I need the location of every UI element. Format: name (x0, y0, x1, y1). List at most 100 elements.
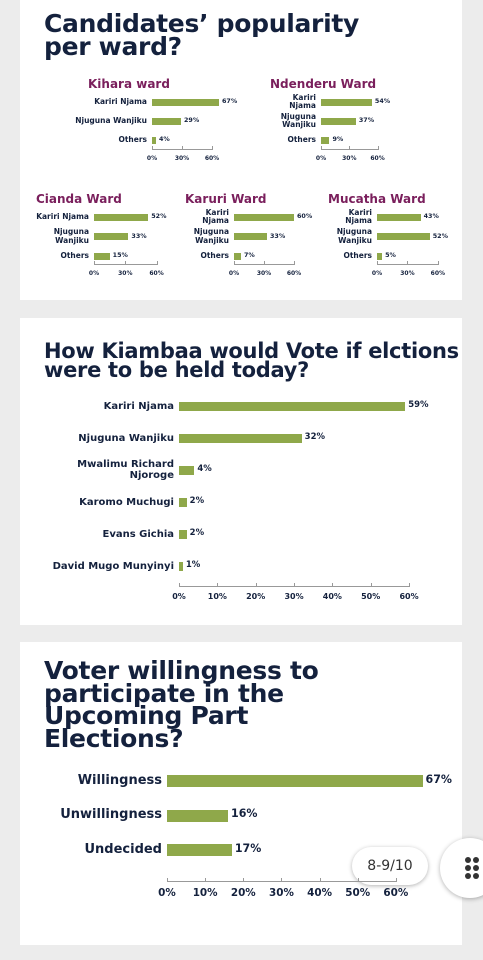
category-label: Unwillingness (60, 807, 162, 823)
bar (167, 809, 229, 822)
x-tick-label: 60% (149, 270, 164, 277)
category-label: Kariri Njama (202, 207, 229, 225)
value-label: 5% (385, 251, 396, 260)
value-label: 2% (189, 527, 205, 538)
tick-mark (212, 146, 213, 150)
bar (94, 233, 129, 240)
value-label: 54% (374, 97, 391, 106)
tick-mark (370, 583, 372, 587)
x-tick-label: 30% (256, 270, 272, 277)
bar (167, 775, 423, 787)
value-label: 59% (408, 399, 429, 410)
tick-mark (409, 583, 411, 587)
value-label: 29% (184, 116, 200, 125)
bar (179, 433, 302, 443)
x-tick-label: 40% (322, 592, 342, 601)
category-label: Others (287, 134, 316, 144)
tick-mark (205, 878, 207, 882)
x-tick-label: 60% (286, 270, 302, 277)
category-label: Others (118, 134, 147, 144)
x-tick-label: 50% (361, 592, 381, 601)
x-tick-label: 30% (400, 270, 415, 277)
chart-title: How Kiambaa would Vote if elctions were … (44, 339, 459, 382)
tick-mark (182, 146, 183, 150)
value-label: 52% (151, 212, 167, 221)
category-label: Undecided (84, 841, 162, 857)
bar (179, 529, 187, 539)
x-tick-label: 10% (207, 592, 227, 601)
chart-title: Kihara ward (88, 77, 170, 91)
x-tick-label: 50% (345, 887, 371, 899)
category-label: Njuguna Wanjiku (280, 111, 316, 129)
x-tick-label: 20% (246, 592, 266, 601)
chart-title: Karuri Ward (185, 192, 267, 206)
value-label: 32% (304, 431, 326, 442)
category-label: Willingness (77, 772, 162, 788)
menu-button[interactable] (440, 838, 483, 898)
category-label: Others (60, 250, 89, 260)
value-label: 1% (185, 559, 201, 570)
x-tick-label: 60% (430, 270, 446, 277)
x-tick-label: 40% (307, 887, 332, 899)
tick-mark (377, 146, 379, 150)
tick-mark (332, 583, 334, 587)
tick-mark (243, 878, 245, 882)
bar (321, 117, 356, 125)
x-tick-label: 30% (174, 155, 190, 162)
bar (234, 252, 241, 260)
chart-title: Ndenderu Ward (270, 77, 377, 91)
tick-mark (357, 878, 359, 882)
bar (152, 136, 156, 144)
category-label: Njuguna Wanjiku (336, 227, 372, 245)
card (20, 0, 462, 300)
x-tick-label: 0% (146, 155, 158, 162)
bar (152, 98, 219, 106)
heading: Candidates’ popularity per ward? (44, 9, 359, 61)
tick-mark (255, 583, 257, 587)
value-label: 17% (234, 841, 262, 855)
tick-mark (294, 583, 296, 587)
chart-title: Mucatha Ward (328, 192, 426, 206)
x-tick-label: 60% (383, 887, 409, 899)
x-tick-label: 0% (371, 270, 383, 277)
x-tick-label: 60% (399, 592, 419, 601)
tick-mark (319, 878, 321, 882)
x-tick-label: 0% (158, 887, 176, 899)
bar (234, 233, 267, 240)
category-label: Others (200, 250, 229, 260)
tick-mark (264, 261, 265, 265)
page-indicator[interactable]: 8-9/10 (352, 847, 428, 885)
bar (167, 844, 232, 856)
bar (234, 213, 294, 221)
category-label: Others (343, 250, 372, 260)
x-tick-label: 0% (172, 592, 186, 601)
x-tick-label: 30% (284, 592, 304, 601)
category-label: Kariri Njama (103, 400, 174, 412)
x-tick-label: 0% (228, 270, 240, 277)
tick-mark (125, 261, 127, 265)
value-label: 67% (425, 772, 452, 786)
x-tick-label: 0% (88, 270, 100, 277)
category-label: Kariri Njama (289, 92, 316, 110)
card (20, 642, 462, 945)
chart-title: Cianda Ward (36, 192, 122, 206)
chart-title: Voter willingness to participate in the … (44, 656, 319, 753)
tick-mark (407, 261, 409, 265)
bar (179, 497, 187, 507)
value-label: 4% (159, 135, 170, 144)
tick-mark (349, 146, 351, 150)
category-label: Kariri Njama (345, 207, 372, 225)
category-label: Njuguna Wanjiku (75, 115, 147, 125)
tick-mark (179, 583, 180, 587)
value-label: 60% (297, 212, 313, 221)
tick-mark (156, 261, 158, 265)
tick-mark (281, 878, 283, 882)
category-label: Njuguna Wanjiku (78, 432, 174, 444)
category-label: David Mugo Munyinyi (52, 560, 174, 572)
category-label: Evans Gichia (102, 528, 174, 540)
tick-mark (377, 261, 378, 265)
bar (377, 252, 383, 260)
value-label: 4% (197, 463, 212, 474)
x-tick-label: 20% (230, 887, 256, 899)
